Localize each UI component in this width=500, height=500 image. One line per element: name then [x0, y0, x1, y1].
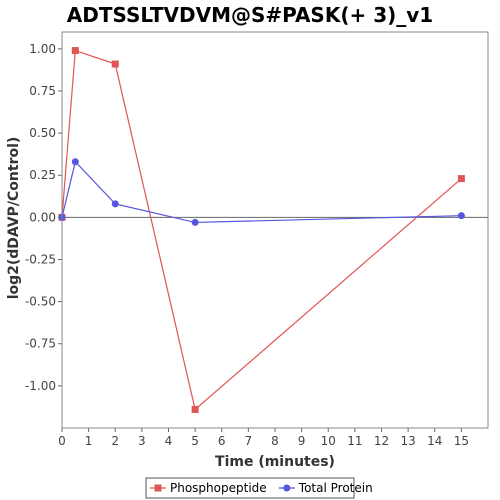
x-tick-label: 4 — [165, 434, 173, 448]
x-tick-label: 5 — [191, 434, 199, 448]
y-tick-label: -0.75 — [25, 337, 56, 351]
data-point-phosphopeptide — [71, 47, 79, 55]
y-tick-label: -0.25 — [25, 252, 56, 266]
x-tick-label: 11 — [347, 434, 362, 448]
legend-marker-total-protein — [283, 484, 291, 492]
chart-title: ADTSSLTVDVM@S#PASK(+ 3)_v1 — [67, 3, 433, 27]
y-tick-label: 0.50 — [29, 126, 56, 140]
data-point-phosphopeptide — [457, 175, 465, 183]
x-tick-label: 8 — [271, 434, 279, 448]
plot-area: -1.00 -0.75 -0.50 -0.25 0.00 0.25 0.50 0.75 1.00… — [25, 31, 489, 448]
x-axis-label: Time (minutes) — [215, 454, 335, 470]
x-tick-label: 12 — [374, 434, 389, 448]
legend-label-total-protein: Total Protein — [298, 481, 373, 495]
x-tick-label: 3 — [138, 434, 146, 448]
legend: Phosphopeptide Total Protein — [145, 477, 373, 499]
plot-border — [61, 31, 489, 429]
x-tick-label: 0 — [58, 434, 66, 448]
y-tick-label: 1.00 — [29, 42, 56, 56]
data-point-total-protein — [191, 218, 199, 226]
y-tick-label: 0.00 — [29, 210, 56, 224]
data-point-total-protein — [71, 158, 79, 166]
y-tick-label: -0.50 — [25, 295, 56, 309]
x-tick-label: 9 — [298, 434, 306, 448]
x-tick-label: 14 — [427, 434, 442, 448]
data-point-total-protein — [457, 212, 465, 220]
legend-box — [145, 477, 355, 499]
x-tick-label: 15 — [454, 434, 469, 448]
data-point-phosphopeptide — [111, 60, 119, 68]
x-tick-label: 7 — [245, 434, 253, 448]
legend-label-phosphopeptide: Phosphopeptide — [170, 481, 267, 495]
plot-background — [62, 32, 488, 428]
legend-marker-phosphopeptide — [154, 484, 162, 492]
y-tick-label: -1.00 — [25, 379, 56, 393]
data-point-total-protein — [111, 200, 119, 208]
x-tick-label: 2 — [111, 434, 119, 448]
y-tick-label: 0.75 — [29, 84, 56, 98]
y-axis-label: log2(dDAVP/Control) — [6, 137, 22, 300]
y-tick-label: 0.25 — [29, 168, 56, 182]
x-tick-label: 10 — [321, 434, 336, 448]
x-tick-label: 1 — [85, 434, 93, 448]
x-tick-label: 6 — [218, 434, 226, 448]
x-tick-label: 13 — [400, 434, 415, 448]
data-point-phosphopeptide — [191, 405, 199, 413]
